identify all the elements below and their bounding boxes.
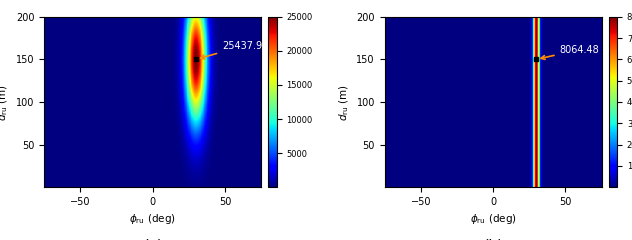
Text: 25437.9: 25437.9 xyxy=(200,41,262,59)
Text: (b): (b) xyxy=(482,238,504,240)
Text: 8064.48: 8064.48 xyxy=(541,45,599,59)
X-axis label: $\phi_{\mathrm{ru}}$ (deg): $\phi_{\mathrm{ru}}$ (deg) xyxy=(470,212,516,227)
Y-axis label: $d_{\mathrm{ru}}$ (m): $d_{\mathrm{ru}}$ (m) xyxy=(337,84,351,120)
X-axis label: $\phi_{\mathrm{ru}}$ (deg): $\phi_{\mathrm{ru}}$ (deg) xyxy=(130,212,176,227)
Y-axis label: $d_{\mathrm{ru}}$ (m): $d_{\mathrm{ru}}$ (m) xyxy=(0,84,11,120)
Text: (a): (a) xyxy=(142,238,164,240)
